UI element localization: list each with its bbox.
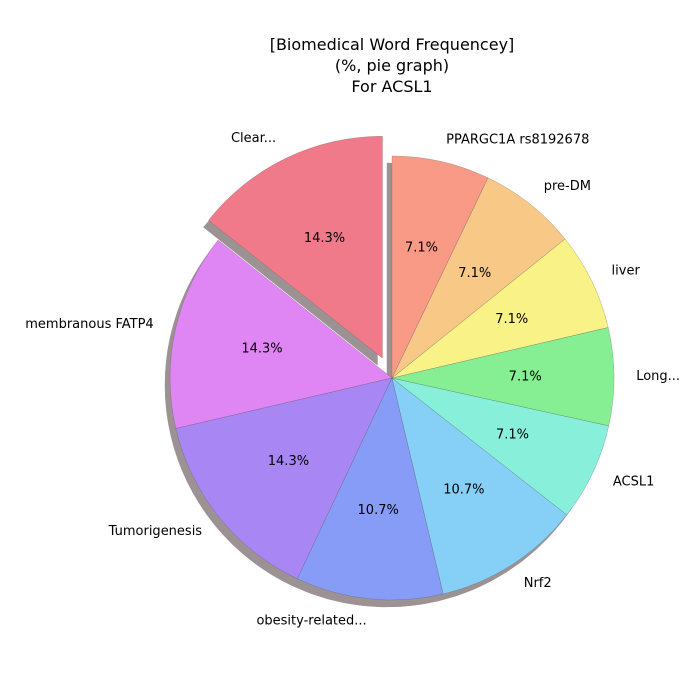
slice-label-9: PPARGC1A rs8192678	[446, 132, 589, 147]
slice-percent-1: 14.3%	[241, 341, 282, 356]
slice-percent-4: 10.7%	[443, 483, 484, 498]
pie-slice-1	[169, 239, 393, 429]
slice-label-1: membranous FATP4	[25, 317, 153, 332]
slice-label-5: ACSL1	[613, 475, 655, 490]
slice-label-7: liver	[612, 264, 641, 279]
chart-title-line-1: [Biomedical Word Frequencey]	[269, 35, 515, 54]
chart-title: [Biomedical Word Frequencey] (%, pie gra…	[0, 34, 700, 97]
slice-label-6: Long...	[636, 369, 680, 384]
slice-percent-6: 7.1%	[509, 370, 542, 385]
pie-slice-0	[208, 135, 383, 359]
slice-percent-9: 7.1%	[405, 241, 438, 256]
chart-title-line-3: For ACSL1	[351, 77, 433, 96]
slice-label-4: Nrf2	[524, 576, 552, 591]
slice-percent-2: 14.3%	[268, 454, 309, 469]
chart-title-line-2: (%, pie graph)	[334, 56, 450, 75]
pie-slice-2	[175, 377, 393, 580]
slice-percent-0: 14.3%	[304, 231, 345, 246]
pie-slice-9	[391, 155, 489, 379]
slice-percent-3: 10.7%	[358, 503, 399, 518]
slice-percent-5: 7.1%	[496, 427, 529, 442]
pie-slice-4	[391, 377, 568, 595]
pie-slice-3	[297, 377, 444, 601]
slice-label-0: Clear...	[231, 131, 276, 146]
slice-percent-7: 7.1%	[495, 312, 528, 327]
slice-label-8: pre-DM	[544, 179, 591, 194]
slice-percent-8: 7.1%	[458, 266, 491, 281]
slice-label-2: Tumorigenesis	[108, 524, 203, 539]
slice-label-3: obesity-related...	[256, 613, 366, 628]
